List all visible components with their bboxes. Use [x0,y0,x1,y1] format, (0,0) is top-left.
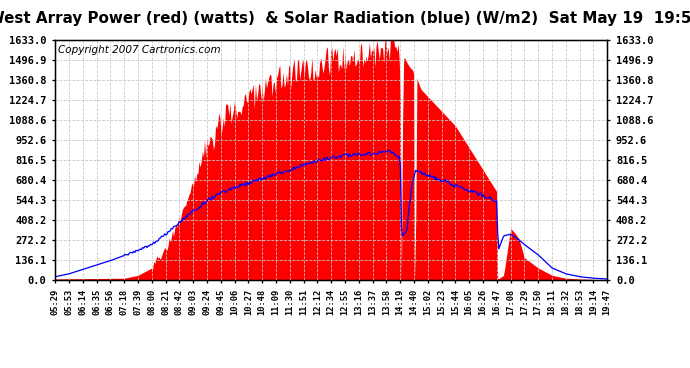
Text: Copyright 2007 Cartronics.com: Copyright 2007 Cartronics.com [58,45,221,55]
Text: West Array Power (red) (watts)  & Solar Radiation (blue) (W/m2)  Sat May 19  19:: West Array Power (red) (watts) & Solar R… [0,11,690,26]
